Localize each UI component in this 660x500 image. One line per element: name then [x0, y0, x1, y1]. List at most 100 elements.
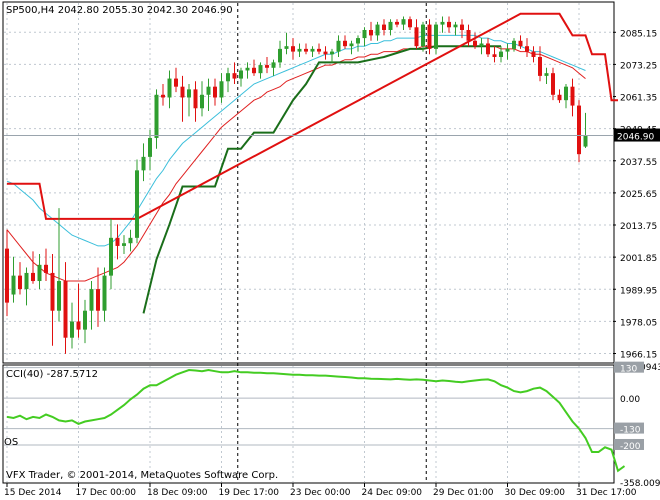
candle-body	[291, 46, 295, 52]
candle-body	[525, 46, 529, 52]
candle-body	[219, 81, 224, 98]
candle-body	[421, 24, 425, 47]
y-tick-label: 2001.85	[620, 254, 657, 264]
y-tick-label: 1978.05	[620, 318, 657, 328]
candle-body	[96, 289, 100, 311]
candle-body	[187, 89, 191, 98]
candle-body	[395, 21, 399, 25]
period-separators	[237, 3, 427, 482]
main-panel-frame	[2, 1, 615, 364]
candle-body	[297, 48, 302, 52]
cci-tick-label: -200	[620, 442, 641, 452]
candle-body	[375, 24, 380, 36]
candle-body	[492, 54, 497, 57]
copyright-label: VFX Trader, © 2001-2014, MetaQuotes Soft…	[6, 470, 278, 481]
candle-body	[193, 89, 198, 109]
candle-body	[317, 48, 321, 52]
candle-body	[310, 48, 315, 52]
y-tick-label: 2025.65	[620, 190, 657, 200]
candle-body	[518, 40, 523, 47]
candle-body	[538, 56, 542, 76]
cci-level-tag	[614, 422, 644, 434]
candle-body	[37, 264, 42, 282]
ma-slow-line	[6, 45, 586, 282]
ma-fast-line	[6, 34, 586, 247]
candle-body	[499, 51, 503, 57]
axes: 2085.152073.252061.352049.452037.552025.…	[4, 29, 660, 498]
candle-body	[135, 170, 139, 238]
x-tick-label: 30 Dec 09:00	[505, 488, 566, 498]
candle-body	[330, 51, 334, 55]
candle-body	[161, 94, 165, 98]
grid	[4, 3, 613, 482]
candle-body	[343, 40, 347, 47]
candle-body	[544, 73, 549, 76]
candle-body	[102, 275, 107, 311]
y-tick-label: 2073.25	[620, 61, 657, 71]
candle-body	[271, 62, 276, 68]
current-price-label: 2046.90	[617, 133, 654, 143]
candle-body	[447, 21, 451, 28]
candle-body	[265, 65, 269, 68]
candle-body	[440, 21, 445, 25]
candle-body	[512, 40, 516, 49]
candle-body	[128, 237, 133, 244]
candle-body	[473, 40, 477, 47]
candle-body	[109, 237, 113, 276]
candle-body	[336, 40, 341, 52]
cci-tick-label: -130	[620, 426, 641, 436]
candle-body	[76, 321, 81, 330]
x-tick-label: 31 Dec 17:00	[576, 488, 637, 498]
candle-body	[213, 86, 217, 98]
candle-body	[356, 38, 360, 44]
candle-body	[505, 48, 510, 52]
candle-body	[382, 24, 386, 30]
trailing-resistance-line	[7, 12, 618, 220]
candle-body	[11, 275, 16, 295]
candle-body	[531, 51, 536, 57]
cci-tick-label: 0.00	[620, 395, 640, 405]
candle-body	[577, 105, 581, 155]
candle-body	[63, 281, 68, 338]
x-tick-label: 15 Dec 2014	[4, 488, 62, 498]
candle-body	[414, 27, 419, 47]
trailing-support-line	[142, 45, 501, 314]
y-tick-label: 2085.15	[620, 29, 657, 39]
cci-tick-label: -358.0097	[620, 479, 660, 489]
candle-body	[570, 86, 575, 106]
sub-window-label: OS	[4, 437, 18, 448]
candle-body	[427, 24, 432, 49]
candle-body	[83, 310, 87, 330]
candle-body	[226, 73, 230, 82]
candle-body	[252, 67, 256, 74]
cci-indicator	[4, 367, 626, 473]
candle-body	[31, 272, 35, 282]
candle-body	[486, 43, 490, 55]
candle-body	[115, 237, 120, 246]
candle-body	[278, 48, 282, 63]
candle-body	[369, 29, 373, 36]
candle-body	[70, 321, 74, 338]
x-tick-label: 23 Dec 00:00	[290, 488, 351, 498]
candle-body	[122, 243, 126, 246]
candle-body	[89, 289, 94, 311]
candle-body	[167, 78, 172, 98]
candle-body	[453, 24, 458, 28]
candle-body	[284, 46, 289, 49]
candle-body	[460, 24, 464, 30]
candle-body	[18, 275, 22, 290]
cci-level-tag	[614, 438, 644, 450]
indicator-panel-frame	[2, 364, 615, 484]
trailing-stops	[7, 12, 618, 314]
candle-body	[57, 281, 61, 311]
candle-body	[258, 65, 263, 74]
x-tick-label: 19 Dec 17:00	[219, 488, 280, 498]
candle-body	[141, 156, 146, 171]
candle-body	[24, 272, 29, 290]
candle-body	[401, 19, 406, 25]
candles	[5, 16, 588, 354]
candle-body	[304, 48, 308, 52]
candle-body	[434, 24, 438, 49]
